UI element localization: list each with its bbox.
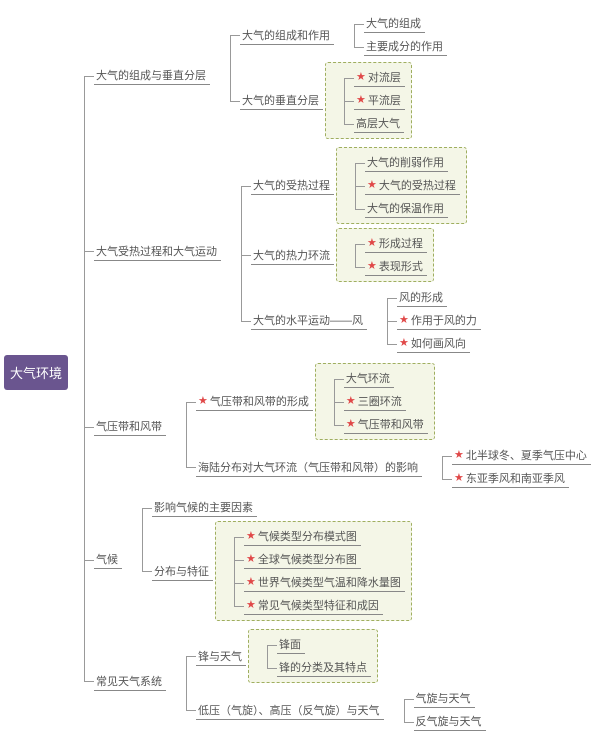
mindmap: 大气环境 大气的组成与垂直分层 大气的组成和作用 大气的组成 主要成分的作用 [0, 0, 608, 745]
star-icon: ★ [399, 315, 409, 326]
star-icon: ★ [367, 261, 377, 272]
leaf: ★表现形式 [365, 257, 427, 276]
boxed-group: 大气的削弱作用 ★大气的受热过程 大气的保温作用 [336, 147, 467, 224]
star-icon: ★ [346, 396, 356, 407]
leaf: ★平流层 [354, 91, 405, 110]
branch-heating-motion: 大气受热过程和大气运动 [94, 242, 221, 261]
star-icon: ★ [246, 600, 256, 611]
boxed-group: ★对流层 ★平流层 高层大气 [325, 62, 412, 139]
star-icon: ★ [246, 554, 256, 565]
node-wind: 大气的水平运动——风 [251, 311, 367, 330]
node-fronts: 锋与天气 [196, 647, 246, 666]
node-belt-formation: ★气压带和风带的形成 [196, 392, 313, 411]
leaf: ★气压带和风带 [344, 415, 428, 434]
leaf: 大气环流 [344, 369, 394, 388]
leaf: 锋面 [277, 635, 305, 654]
leaf: 气旋与天气 [414, 689, 475, 708]
star-icon: ★ [198, 396, 208, 407]
leaf: ★常见气候类型特征和成因 [244, 596, 383, 615]
star-icon: ★ [399, 338, 409, 349]
leaf: ★东亚季风和南亚季风 [452, 469, 569, 488]
leaf: 大气的组成 [364, 14, 425, 33]
leaf: 大气的削弱作用 [365, 153, 448, 172]
node-climate-factors: 影响气候的主要因素 [152, 498, 257, 517]
boxed-group: 大气环流 ★三圈环流 ★气压带和风带 [315, 363, 435, 440]
leaf: ★三圈环流 [344, 392, 406, 411]
leaf: ★大气的受热过程 [365, 176, 460, 195]
level1: 大气的组成与垂直分层 大气的组成和作用 大气的组成 主要成分的作用 [70, 8, 593, 737]
boxed-group: ★形成过程 ★表现形式 [336, 228, 434, 282]
boxed-group: ★气候类型分布模式图 ★全球气候类型分布图 ★世界气候类型气温和降水量图 ★常见… [215, 521, 412, 621]
node-land-sea: 海陆分布对大气环流（气压带和风带）的影响 [196, 458, 422, 477]
star-icon: ★ [246, 577, 256, 588]
leaf: 大气的保温作用 [365, 199, 448, 218]
star-icon: ★ [346, 419, 356, 430]
leaf: ★如何画风向 [397, 334, 470, 353]
leaf: 反气旋与天气 [414, 712, 486, 731]
leaf: 高层大气 [354, 114, 404, 133]
leaf: 主要成分的作用 [364, 37, 447, 56]
leaf: ★气候类型分布模式图 [244, 527, 361, 546]
star-icon: ★ [454, 473, 464, 484]
star-icon: ★ [454, 450, 464, 461]
star-icon: ★ [367, 238, 377, 249]
node-heating: 大气的受热过程 [251, 176, 334, 195]
leaf: ★对流层 [354, 68, 405, 87]
leaf: ★世界气候类型气温和降水量图 [244, 573, 405, 592]
boxed-group: 锋面 锋的分类及其特点 [248, 629, 378, 683]
star-icon: ★ [356, 95, 366, 106]
leaf: ★全球气候类型分布图 [244, 550, 361, 569]
branch-pressure-wind-belts: 气压带和风带 [94, 417, 166, 436]
root-node: 大气环境 [4, 355, 68, 390]
star-icon: ★ [356, 72, 366, 83]
node-distribution: 分布与特征 [152, 562, 213, 581]
node-cyclone: 低压（气旋）、高压（反气旋）与天气 [196, 701, 384, 720]
node-vertical-layers: 大气的垂直分层 [240, 91, 323, 110]
branch-composition: 大气的组成与垂直分层 [94, 66, 210, 85]
leaf: 风的形成 [397, 288, 447, 307]
node-thermal-circ: 大气的热力环流 [251, 246, 334, 265]
leaf: ★作用于风的力 [397, 311, 481, 330]
branch-climate: 气候 [94, 550, 122, 569]
branch-weather-systems: 常见天气系统 [94, 672, 166, 691]
star-icon: ★ [246, 531, 256, 542]
star-icon: ★ [367, 180, 377, 191]
leaf: ★形成过程 [365, 234, 427, 253]
leaf: ★北半球冬、夏季气压中心 [452, 446, 591, 465]
node-composition-function: 大气的组成和作用 [240, 26, 334, 45]
leaf: 锋的分类及其特点 [277, 658, 371, 677]
